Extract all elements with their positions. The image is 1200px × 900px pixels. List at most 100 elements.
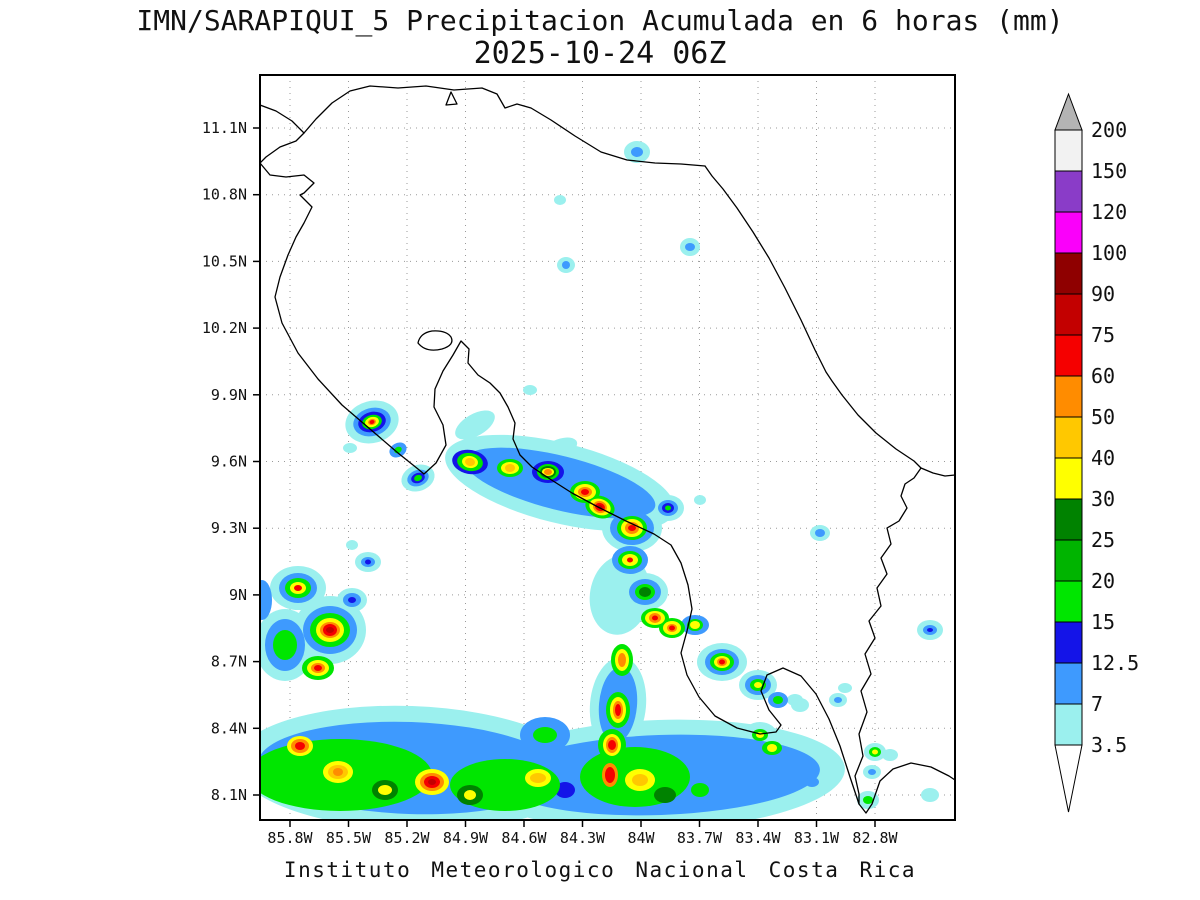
lat-label: 10.2N: [202, 319, 247, 337]
precip-contour-g1: [414, 474, 422, 482]
precip-contour-c: [589, 555, 651, 635]
colorbar-arrow-top: [1054, 92, 1083, 131]
colorbar-label: 15: [1091, 610, 1115, 634]
precip-contour-g1: [533, 727, 557, 743]
precip-contour-y: [690, 621, 700, 629]
precip-contour-y: [378, 785, 392, 795]
lat-label: 9.6N: [211, 453, 247, 471]
precip-contour-c: [523, 385, 537, 395]
precip-contour-r: [628, 525, 636, 531]
precip-contour-r: [605, 767, 615, 783]
precip-contour-c: [455, 410, 495, 440]
precip-contour-dr: [428, 779, 436, 785]
precip-contour-o: [618, 653, 626, 667]
precip-contour-go: [632, 774, 648, 786]
precip-contour-g1: [665, 505, 671, 511]
precip-contour-r: [608, 740, 616, 750]
precip-contour-b: [815, 529, 825, 537]
precip-contour-c: [694, 495, 706, 505]
lon-label: 85.2W: [384, 829, 430, 847]
precip-contour-db: [555, 782, 575, 798]
colorbar-label: 60: [1091, 364, 1115, 388]
precip-contour-c: [882, 749, 898, 761]
precip-contour-g1: [863, 796, 873, 804]
precip-contour-c: [787, 694, 803, 706]
precip-contour-go: [530, 773, 546, 783]
colorbar-segment: [1054, 621, 1083, 664]
precip-contour-g1: [691, 783, 709, 797]
lon-label: 85.5W: [326, 829, 372, 847]
precip-contour-c: [343, 443, 357, 453]
precip-contour-y: [767, 744, 777, 752]
colorbar-segment: [1054, 170, 1083, 213]
lon-label: 84.3W: [560, 829, 606, 847]
figure-footer: Instituto Meteorologico Nacional Costa R…: [283, 858, 917, 882]
colorbar-label: 50: [1091, 405, 1115, 429]
precip-contour-r: [615, 704, 621, 716]
precip-contour-b: [685, 243, 695, 251]
precip-contour-r: [294, 585, 302, 591]
precip-contour-go: [465, 457, 475, 467]
lon-label: 83.7W: [677, 829, 723, 847]
precip-contour-b: [717, 761, 739, 779]
plot-frame: [259, 74, 956, 821]
colorbar-segment: [1054, 252, 1083, 295]
colorbar-segment: [1054, 375, 1083, 418]
precip-contour-y: [464, 790, 476, 800]
precip-contour-b: [868, 769, 876, 775]
precip-contour-g1: [773, 696, 783, 704]
lat-label: 10.8N: [202, 186, 247, 204]
precip-contour-c: [542, 437, 578, 459]
colorbar-segment: [1054, 662, 1083, 705]
precip-contour-r: [719, 659, 725, 665]
precip-contour-o: [544, 469, 552, 475]
precip-contour-go: [505, 464, 515, 472]
precip-field: [260, 141, 943, 820]
precip-contour-db: [927, 628, 933, 632]
precip-contour-g3: [639, 587, 651, 597]
lat-label: 10.5N: [202, 252, 247, 270]
colorbar-segment: [1054, 539, 1083, 582]
precip-contour-b: [562, 261, 570, 269]
lon-label: 82.8W: [852, 829, 898, 847]
lon-label: 84.9W: [443, 829, 489, 847]
coastline: [260, 104, 955, 814]
lat-label: 9.9N: [211, 386, 247, 404]
precip-contour-r: [652, 615, 658, 621]
colorbar-label: 25: [1091, 528, 1115, 552]
precip-contour-g1: [273, 630, 297, 660]
colorbar-segment: [1054, 293, 1083, 336]
colorbar-segment: [1054, 457, 1083, 500]
coastline: [303, 85, 706, 167]
precip-contour-b: [805, 777, 819, 787]
colorbar-segment: [1054, 129, 1083, 172]
colorbar-segment: [1054, 703, 1083, 746]
precip-contour-y: [754, 682, 762, 688]
figure-subtitle-date: 2025-10-24 06Z: [473, 36, 727, 71]
precip-contour-dr: [326, 627, 334, 633]
colorbar-arrow-bottom: [1054, 744, 1083, 813]
colorbar-label: 90: [1091, 282, 1115, 306]
coastline: [417, 330, 453, 351]
precip-contour-r: [369, 419, 375, 425]
coastline: [445, 91, 458, 106]
precip-contour-c: [921, 788, 939, 802]
colorbar-segment: [1054, 416, 1083, 459]
colorbar-label: 7: [1091, 692, 1103, 716]
precip-contour-r: [669, 625, 675, 631]
lon-label: 83.4W: [735, 829, 781, 847]
lon-label: 84W: [627, 829, 655, 847]
lat-label: 8.4N: [211, 719, 247, 737]
figure-title: IMN/SARAPIQUI_5 Precipitacion Acumulada …: [136, 4, 1064, 37]
colorbar-segment: [1054, 211, 1083, 254]
coastline: [704, 165, 955, 477]
colorbar: 200 150 120 100 90 75 60 50 40 30 25 20 15 12.5 7 3.5: [1054, 92, 1139, 813]
lon-label: 83.1W: [794, 829, 840, 847]
precip-contour-g3: [654, 787, 676, 803]
colorbar-label: 75: [1091, 323, 1115, 347]
colorbar-segment: [1054, 334, 1083, 377]
colorbar-label: 3.5: [1091, 733, 1127, 757]
colorbar-label: 20: [1091, 569, 1115, 593]
colorbar-label: 30: [1091, 487, 1115, 511]
